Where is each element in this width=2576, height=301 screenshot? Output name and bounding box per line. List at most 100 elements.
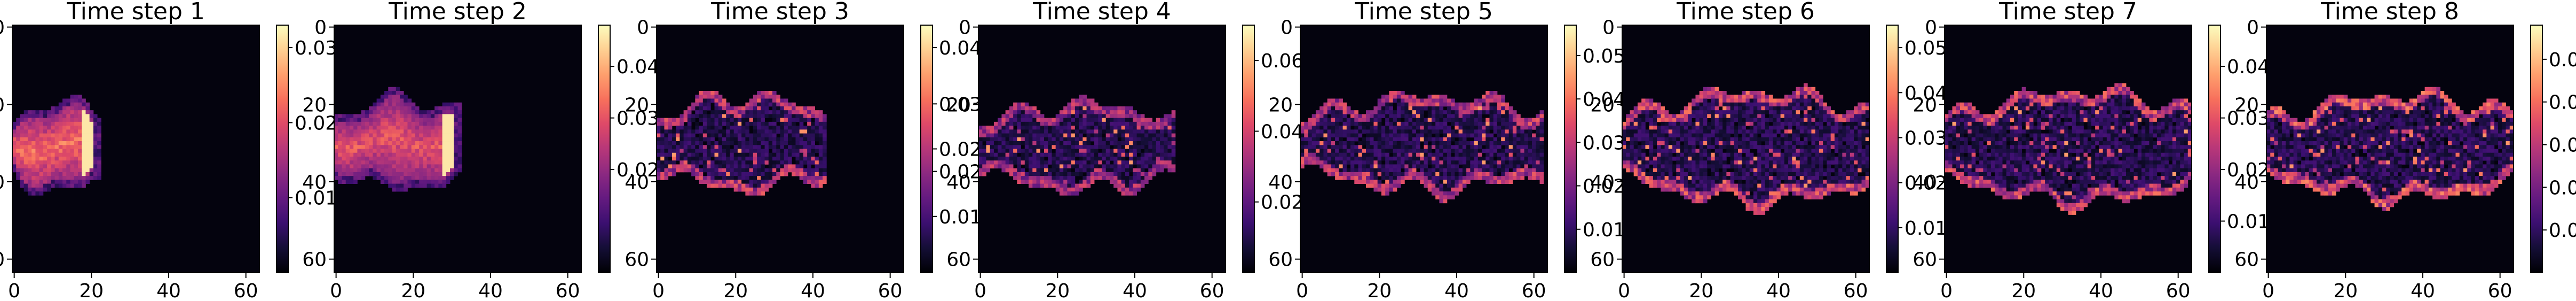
heatmap-cell [349, 114, 354, 119]
heatmap-cell [23, 114, 28, 119]
heatmap-cell [430, 168, 435, 173]
heatmap-cell [1342, 145, 1347, 149]
heatmap-cell [85, 106, 90, 111]
heatmap-cell [1516, 152, 1521, 157]
heatmap-cell [1308, 118, 1313, 122]
heatmap-cell [1854, 114, 1858, 119]
heatmap-cell [699, 149, 704, 153]
heatmap-cell [97, 172, 101, 176]
heatmap-cell [1129, 183, 1133, 188]
heatmap-cell [1718, 121, 1723, 126]
heatmap-cell [702, 180, 707, 184]
heatmap-cell [66, 137, 70, 142]
heatmap-cell [1365, 118, 1370, 122]
heatmap-cell [1761, 106, 1766, 111]
heatmap-cell [1455, 172, 1459, 176]
heatmap-cell [1404, 137, 1409, 142]
heatmap-cell [384, 90, 389, 95]
heatmap-cell [365, 172, 369, 176]
heatmap-cell [1044, 133, 1048, 138]
heatmap-cell [1074, 118, 1079, 122]
heatmap-cell [726, 102, 730, 107]
heatmap-cell [407, 126, 412, 130]
heatmap-cell [434, 164, 439, 169]
heatmap-cell [434, 172, 439, 176]
heatmap-cell [1524, 137, 1529, 142]
heatmap-cell [1171, 129, 1176, 134]
heatmap-cell [1470, 160, 1474, 165]
heatmap-cell [1029, 180, 1033, 184]
heatmap-cell [1335, 164, 1339, 169]
heatmap-cell [450, 106, 454, 111]
heatmap-cell [74, 168, 78, 173]
heatmap-cell [47, 118, 51, 122]
heatmap-cell [1780, 126, 1785, 130]
heatmap-cell [761, 160, 765, 165]
panel-5: Time step 50 20 40 6002040600.010.020.030.0… [1268, 0, 1625, 301]
heatmap-cell [1389, 137, 1394, 142]
heatmap-cell [27, 141, 32, 145]
heatmap-cell [761, 172, 765, 176]
heatmap-cell [671, 172, 676, 176]
heatmap-cell [1516, 164, 1521, 169]
heatmap-cell [16, 164, 20, 169]
heatmap-cell [438, 126, 442, 130]
heatmap-cell [1633, 126, 1638, 130]
heatmap-cell [97, 168, 101, 173]
heatmap-cell [1071, 126, 1076, 130]
heatmap-cell [749, 180, 754, 184]
heatmap-cell [1339, 172, 1343, 176]
heatmap-cell [730, 129, 734, 134]
heatmap-cell [1017, 172, 1021, 176]
heatmap-cell [1086, 141, 1091, 145]
heatmap-cell [718, 183, 723, 188]
heatmap-cell [710, 183, 715, 188]
heatmap-cell [1804, 110, 1808, 114]
heatmap-cell [1804, 114, 1808, 119]
heatmap-cell [1029, 106, 1033, 111]
heatmap-cell [757, 149, 761, 153]
heatmap-cell [392, 114, 397, 119]
heatmap-cell [376, 145, 381, 149]
heatmap-cell [66, 141, 70, 145]
heatmap-cell [1082, 160, 1087, 165]
heatmap-cell [1156, 160, 1160, 165]
heatmap-cell [1714, 106, 1719, 111]
heatmap-cell [1086, 156, 1091, 161]
heatmap-cell [998, 133, 1002, 138]
heatmap-cell [1079, 145, 1083, 149]
heatmap-cell [1331, 152, 1336, 157]
heatmap-cell [753, 126, 757, 130]
heatmap-cell [1140, 172, 1145, 176]
heatmap-cell [1350, 176, 1355, 180]
heatmap-cell [1711, 95, 1716, 99]
heatmap-cell [1742, 90, 1746, 95]
heatmap-cell [1462, 156, 1467, 161]
heatmap-cell [1435, 102, 1440, 107]
heatmap-cell [753, 114, 757, 119]
heatmap-cell [1094, 114, 1099, 119]
heatmap-cell [695, 121, 699, 126]
heatmap-cell [446, 118, 451, 122]
heatmap-cell [51, 106, 55, 111]
heatmap-cell [676, 121, 680, 126]
heatmap-cell [58, 141, 63, 145]
heatmap-cell [803, 156, 808, 161]
heatmap-cell [357, 160, 362, 165]
heatmap-cell [399, 183, 404, 188]
heatmap-cell [1090, 152, 1095, 157]
heatmap-cell [1148, 121, 1152, 126]
heatmap-cell [691, 156, 696, 161]
heatmap-cell [1117, 133, 1122, 138]
heatmap-cell [430, 149, 435, 153]
heatmap-cell [1331, 126, 1336, 130]
heatmap-cell [1838, 121, 1843, 126]
heatmap-cell [23, 121, 28, 126]
heatmap-cell [454, 102, 458, 107]
heatmap-cell [807, 160, 811, 165]
heatmap-cell [695, 176, 699, 180]
heatmap-cell [1451, 187, 1455, 192]
heatmap-cell [1761, 121, 1766, 126]
heatmap-cell [1493, 168, 1498, 173]
x-tick-label: 40 [801, 280, 825, 301]
